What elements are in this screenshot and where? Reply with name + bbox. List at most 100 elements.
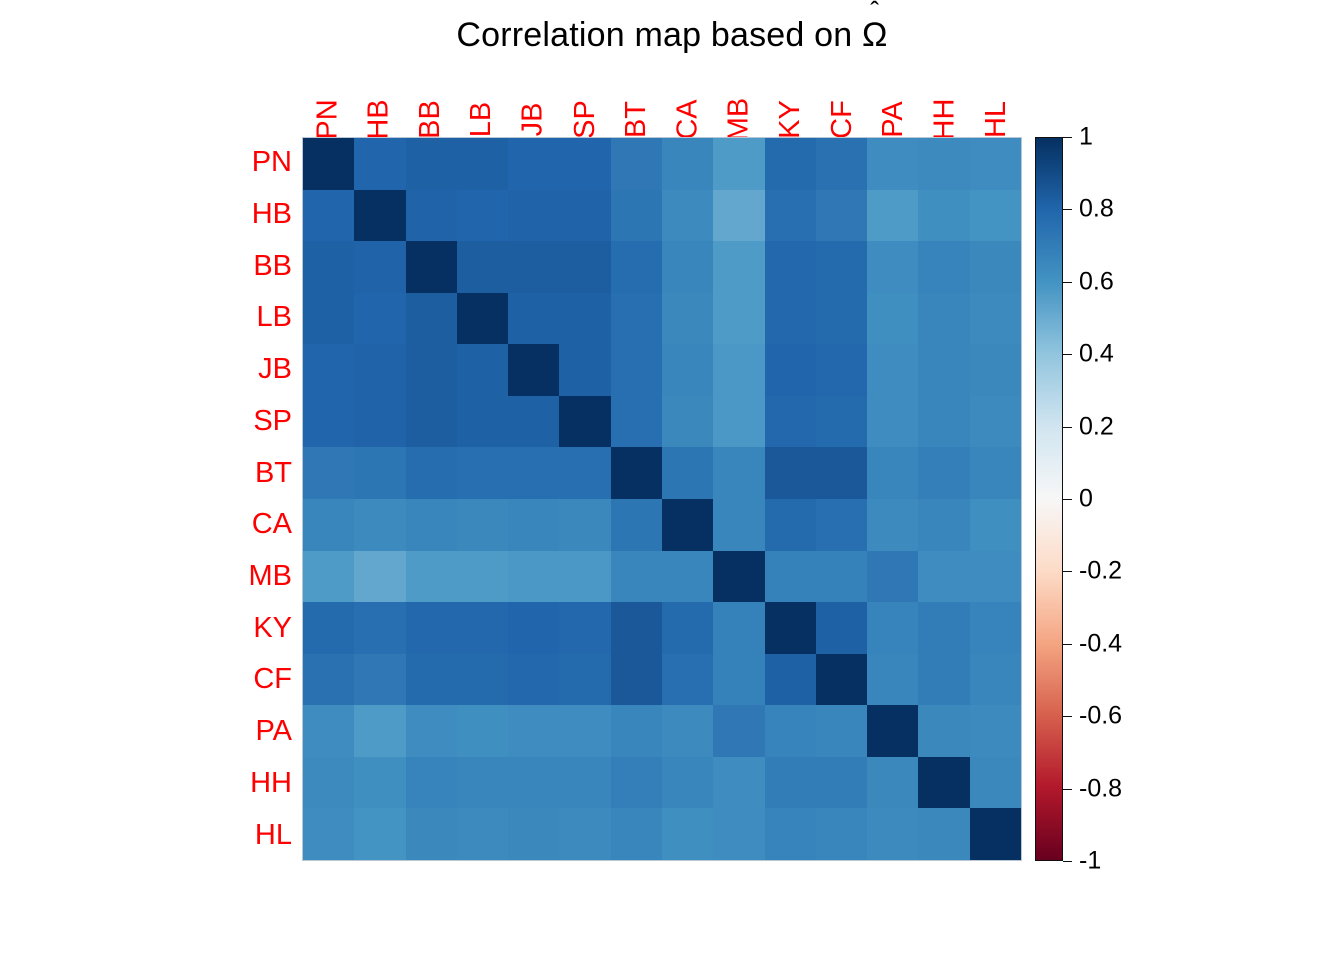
heatmap-cell <box>303 808 355 860</box>
heatmap-cell <box>456 189 509 242</box>
heatmap-cell <box>661 447 714 499</box>
heatmap-cell <box>713 344 765 396</box>
heatmap-cell <box>661 499 714 551</box>
colorbar-tick-label: -0.2 <box>1079 556 1123 585</box>
heatmap-cell <box>918 344 970 396</box>
heatmap-cell <box>508 447 560 499</box>
heatmap-cell <box>456 602 509 654</box>
heatmap-cell <box>559 808 611 860</box>
heatmap-cell <box>559 653 611 706</box>
heatmap-cell <box>815 395 868 448</box>
colorbar-tick-label: 0.4 <box>1079 339 1114 368</box>
row-label-bb: BB <box>253 249 292 282</box>
column-label-text: HL <box>979 100 1012 139</box>
heatmap-cell <box>764 138 816 190</box>
heatmap-cell <box>867 756 919 809</box>
heatmap-cell <box>969 808 1021 860</box>
column-label-jb: JB <box>508 38 559 137</box>
heatmap-cell <box>559 292 611 345</box>
heatmap-cell <box>610 138 662 190</box>
colorbar-tick-label: -0.4 <box>1079 629 1123 658</box>
column-label-text: CA <box>671 99 704 140</box>
column-label-hb: HB <box>353 38 404 139</box>
heatmap-cell <box>456 550 509 603</box>
heatmap-cell <box>456 705 509 757</box>
colorbar-tick-mark <box>1063 281 1072 283</box>
heatmap-cell <box>354 241 406 293</box>
heatmap-cell <box>661 653 714 706</box>
heatmap-cell <box>713 550 765 603</box>
heatmap-cell <box>456 447 509 499</box>
heatmap-cell <box>405 241 457 293</box>
heatmap-cell <box>559 705 611 757</box>
heatmap-cell <box>918 447 970 499</box>
heatmap-cell <box>867 499 919 551</box>
heatmap-cell <box>867 705 919 757</box>
heatmap-cell <box>713 808 765 860</box>
heatmap-cell <box>713 756 765 809</box>
colorbar-tick-mark <box>1063 209 1072 211</box>
heatmap-cell <box>661 705 714 757</box>
column-label-pa: PA <box>868 38 919 138</box>
heatmap-cell <box>303 756 355 809</box>
heatmap-cell <box>354 756 406 809</box>
heatmap-cell <box>610 653 662 706</box>
heatmap-cell <box>764 292 816 345</box>
heatmap-cell <box>713 189 765 242</box>
heatmap-cell <box>969 344 1021 396</box>
heatmap-cell <box>303 344 355 396</box>
chart-title-text: Correlation map based on <box>456 16 863 54</box>
heatmap-cell <box>456 344 509 396</box>
heatmap-cell <box>764 653 816 706</box>
row-label-hh: HH <box>250 766 292 799</box>
heatmap-cell <box>867 653 919 706</box>
heatmap-cell <box>508 241 560 293</box>
heatmap-cell <box>661 808 714 860</box>
heatmap-cell <box>456 395 509 448</box>
heatmap-cell <box>508 705 560 757</box>
heatmap-cell <box>508 653 560 706</box>
heatmap-grid <box>302 137 1022 861</box>
heatmap-cell <box>508 550 560 603</box>
column-label-ky: KY <box>765 38 816 139</box>
column-label-text: HH <box>928 98 961 141</box>
heatmap-cell <box>815 138 868 190</box>
heatmap-cell <box>764 756 816 809</box>
heatmap-cell <box>918 499 970 551</box>
heatmap-cell <box>354 705 406 757</box>
heatmap-cell <box>713 292 765 345</box>
heatmap-cell <box>713 447 765 499</box>
heatmap-cell <box>303 550 355 603</box>
heatmap-cell <box>405 292 457 345</box>
column-label-text: JB <box>516 102 549 137</box>
heatmap-cell <box>303 447 355 499</box>
colorbar-tick-mark <box>1063 354 1072 356</box>
heatmap-cell <box>559 447 611 499</box>
colorbar-tick-label: 0.6 <box>1079 267 1114 296</box>
column-label-text: PA <box>876 101 909 138</box>
heatmap-cell <box>610 756 662 809</box>
heatmap-cell <box>815 550 868 603</box>
colorbar-tick-mark <box>1063 137 1072 138</box>
heatmap-cell <box>354 447 406 499</box>
heatmap-cell <box>815 602 868 654</box>
heatmap-cell <box>354 653 406 706</box>
heatmap-cell <box>815 344 868 396</box>
omega-glyph: Ω <box>862 16 888 54</box>
heatmap-cell <box>969 395 1021 448</box>
heatmap-cell <box>559 602 611 654</box>
heatmap-cell <box>456 138 509 190</box>
heatmap-cell <box>815 241 868 293</box>
heatmap-cell <box>354 499 406 551</box>
column-label-text: MB <box>722 97 755 142</box>
heatmap-cell <box>918 808 970 860</box>
column-label-ca: CA <box>662 38 713 139</box>
colorbar-tick-mark <box>1063 426 1072 428</box>
heatmap-cell <box>764 808 816 860</box>
heatmap-cell <box>661 395 714 448</box>
heatmap-cell <box>354 138 406 190</box>
heatmap-cell <box>354 292 406 345</box>
heatmap-cell <box>661 138 714 190</box>
heatmap-cell <box>713 138 765 190</box>
